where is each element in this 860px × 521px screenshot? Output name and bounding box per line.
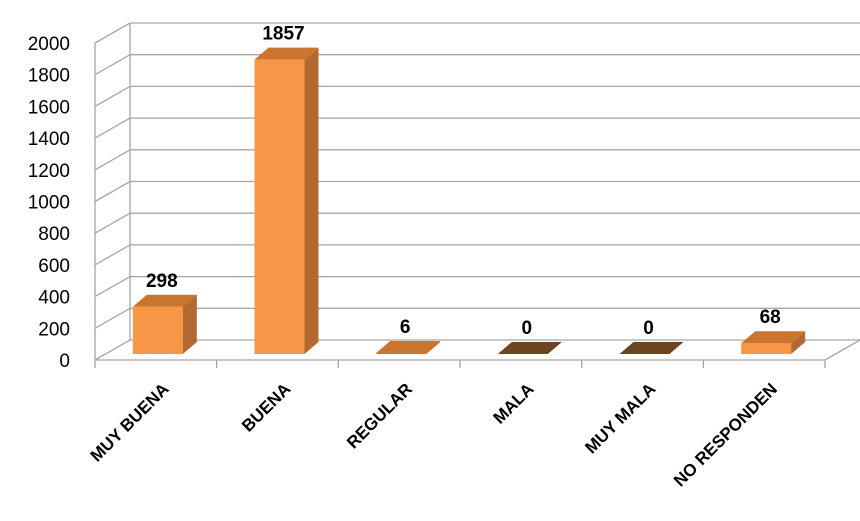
bar-muy-buena — [132, 294, 197, 354]
gridlines — [94, 22, 860, 368]
grid-diagonal — [94, 244, 131, 266]
grid-diagonal — [94, 276, 131, 298]
grid-diagonal — [94, 54, 131, 76]
y-tick-label: 0 — [59, 351, 70, 372]
bar-top — [376, 342, 441, 354]
y-axis-ticks: 0 200 400 600 800 1000 1200 1400 1600 1800 2000 — [28, 34, 70, 372]
data-label: 6 — [400, 317, 411, 338]
y-tick-label: 600 — [38, 256, 70, 277]
bar-top — [497, 342, 562, 354]
x-category-label: REGULAR — [343, 379, 416, 452]
bar-no-responden — [741, 331, 806, 354]
bar-side — [791, 331, 806, 354]
bars — [132, 47, 806, 355]
x-category-label: NO RESPONDEN — [670, 379, 781, 490]
grid-diagonal — [94, 149, 131, 171]
bar-buena — [254, 47, 319, 355]
bar-side — [182, 294, 197, 354]
y-tick-label: 800 — [38, 224, 70, 245]
data-label: 0 — [522, 318, 533, 339]
y-tick-label: 1400 — [28, 129, 70, 150]
y-tick-label: 1000 — [28, 193, 70, 214]
bar-front — [254, 59, 305, 355]
y-tick-label: 400 — [38, 288, 70, 309]
y-tick-label: 1200 — [28, 161, 70, 182]
y-tick-label: 1800 — [28, 66, 70, 87]
grid-diagonal — [94, 85, 131, 107]
bar-muy-mala — [619, 342, 684, 354]
bar-front — [741, 343, 792, 354]
grid-diagonal — [94, 117, 131, 139]
y-tick-label: 200 — [38, 319, 70, 340]
x-category-label: BUENA — [238, 379, 294, 435]
grid-diagonal — [94, 307, 131, 329]
data-label: 0 — [643, 318, 654, 339]
x-category-label: MALA — [490, 379, 538, 427]
bar-side — [304, 47, 319, 355]
y-tick-label: 2000 — [28, 34, 70, 55]
bar-regular — [376, 341, 441, 354]
bar-top — [254, 47, 319, 60]
x-category-label: MUY MALA — [581, 379, 659, 457]
y-tick-label: 1600 — [28, 97, 70, 118]
bar-top — [741, 331, 806, 344]
data-labels: 298 1857 6 0 0 68 — [146, 24, 781, 339]
grid-diagonal — [94, 22, 131, 44]
bar-top — [619, 342, 684, 354]
grid-diagonal — [94, 339, 131, 361]
data-label: 298 — [146, 271, 178, 292]
bar-top — [132, 294, 197, 307]
bar-mala — [497, 342, 562, 354]
x-axis-categories: MUY BUENA BUENA REGULAR MALA MUY MALA NO RESP… — [87, 379, 781, 490]
floor-right-edge — [824, 339, 860, 361]
data-label: 68 — [760, 307, 781, 328]
grid-diagonal — [94, 180, 131, 203]
grid-diagonal — [94, 212, 131, 234]
bar-front — [132, 306, 183, 354]
data-label: 1857 — [262, 24, 304, 45]
x-category-label: MUY BUENA — [87, 379, 173, 465]
